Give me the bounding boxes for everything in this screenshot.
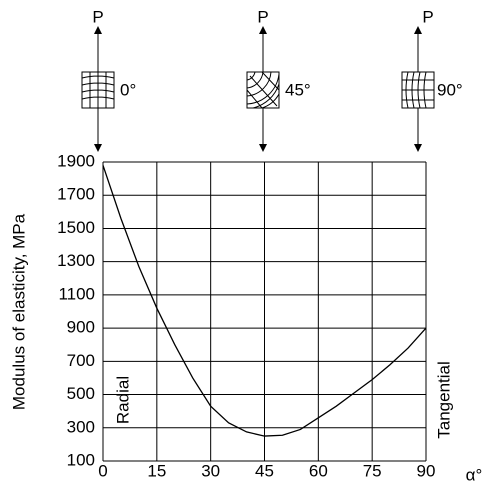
diagram-45 [246, 26, 280, 152]
y-tick-label: 1300 [57, 251, 95, 270]
y-tick-label: 900 [67, 318, 95, 337]
angle-label: 45° [285, 80, 311, 99]
x-tick-label: 15 [147, 461, 166, 480]
y-tick-label: 1100 [58, 284, 95, 303]
y-tick-label: 1700 [57, 185, 95, 204]
x-tick-label: 60 [309, 461, 328, 480]
y-tick-label: 300 [67, 417, 95, 436]
angle-label: 0° [120, 80, 136, 99]
diagram-90 [401, 26, 435, 152]
force-label: P [257, 7, 268, 26]
annotation: Tangential [434, 361, 453, 439]
force-label: P [422, 7, 433, 26]
diagram-0 [81, 26, 115, 152]
y-tick-label: 1500 [57, 218, 95, 237]
annotation: Radial [113, 376, 132, 424]
line [102, 165, 427, 437]
x-tick-label: 45 [255, 461, 274, 480]
y-tick-label: 700 [67, 351, 95, 370]
angle-label: 90° [437, 80, 463, 99]
y-tick-label: 100 [67, 450, 95, 469]
force-label: P [92, 7, 103, 26]
x-tick-label: 30 [201, 461, 220, 480]
x-tick-label: 0 [98, 461, 107, 480]
y-axis-label: Modulus of elasticity, MPa [9, 213, 28, 410]
y-tick-label: 1900 [57, 151, 95, 170]
y-tick-label: 500 [67, 384, 95, 403]
x-tick-label: 90 [417, 461, 436, 480]
x-tick-label: 75 [363, 461, 382, 480]
x-axis-label: α° [466, 465, 483, 484]
